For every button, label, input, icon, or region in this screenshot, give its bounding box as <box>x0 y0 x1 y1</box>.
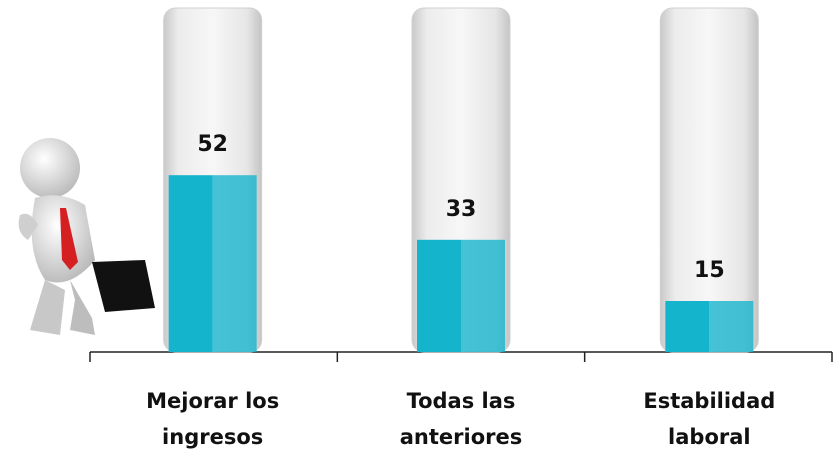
x-tick-label: Todas las anteriores <box>399 389 523 449</box>
bar <box>665 301 754 352</box>
person-icon <box>18 138 155 335</box>
x-tick-label: Estabilidad laboral <box>643 389 776 449</box>
bar-right <box>461 239 505 352</box>
value-label: 33 <box>446 197 477 222</box>
tube <box>659 7 759 353</box>
bar-right <box>709 301 754 352</box>
value-label: 52 <box>197 132 228 157</box>
bar-left <box>417 239 461 352</box>
bar <box>417 239 505 352</box>
bar-left <box>665 301 710 352</box>
bar-left <box>168 175 213 352</box>
bar-right <box>212 175 257 352</box>
x-tick-label: Mejorar los ingresos <box>146 389 280 449</box>
value-label: 15 <box>694 258 725 283</box>
bar <box>168 175 257 352</box>
